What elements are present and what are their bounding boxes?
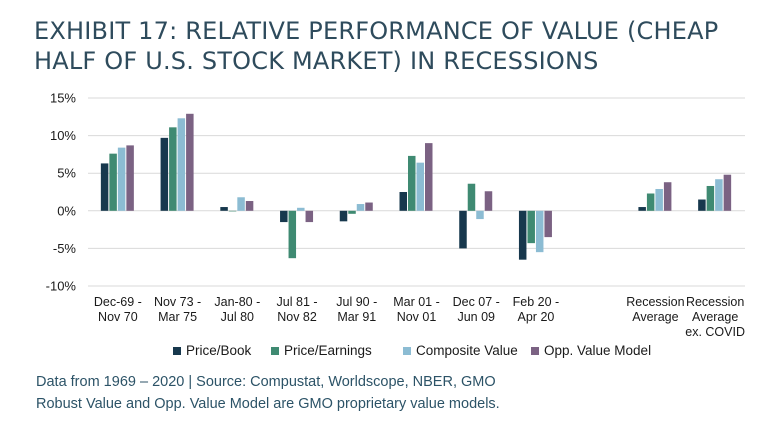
y-tick-label: 10%	[50, 128, 76, 143]
x-tick-label: Mar 75	[158, 310, 197, 324]
bar	[467, 183, 476, 211]
bar	[425, 143, 433, 211]
chart-title-line-1: EXHIBIT 17: RELATIVE PERFORMANCE OF VALU…	[34, 17, 719, 45]
x-tick-label: Mar 01 -	[393, 295, 440, 309]
legend-label: Price/Earnings	[284, 343, 372, 358]
bar	[100, 163, 109, 211]
x-tick-label: ex. COVID	[685, 325, 745, 339]
bar	[518, 210, 527, 260]
chart-footer: Data from 1969 – 2020 | Source: Compusta…	[36, 371, 500, 415]
bar	[416, 162, 424, 211]
bar	[220, 207, 228, 211]
x-tick-label: Mar 91	[337, 310, 376, 324]
bar	[117, 147, 126, 211]
x-tick-label: Average	[632, 310, 678, 324]
bar	[638, 207, 646, 211]
bar	[348, 210, 356, 214]
y-tick-label: 15%	[50, 91, 76, 106]
model-note: Robust Value and Opp. Value Model are GM…	[36, 396, 500, 412]
bar	[109, 153, 117, 211]
x-tick-label: Jul 90 -	[336, 295, 377, 309]
y-tick-label: 5%	[57, 166, 76, 181]
bar	[646, 193, 655, 211]
bar	[288, 210, 297, 259]
x-tick-label: Jun 09	[457, 310, 495, 324]
y-tick-label: 0%	[57, 203, 76, 218]
bar	[356, 204, 365, 211]
x-tick-label: Jul 81 -	[277, 295, 318, 309]
bar	[408, 155, 416, 211]
x-tick-label: Nov 73 -	[154, 295, 201, 309]
legend-swatch	[271, 346, 279, 355]
bar	[126, 145, 134, 211]
source-note: Data from 1969 – 2020 | Source: Compusta…	[36, 374, 496, 390]
bar	[715, 179, 723, 211]
x-tick-label: Recession	[686, 295, 744, 309]
bar	[297, 207, 305, 211]
legend-swatch	[173, 346, 181, 355]
bar	[237, 197, 245, 211]
bar	[706, 185, 715, 211]
bar	[723, 174, 732, 211]
x-tick-label: Feb 20 -	[513, 295, 560, 309]
x-tick-label: Dec-69 -	[94, 295, 142, 309]
legend-label: Composite Value	[416, 343, 518, 358]
x-tick-label: Average	[692, 310, 738, 324]
bar	[399, 192, 407, 211]
legend-swatch	[403, 346, 411, 355]
bar	[305, 210, 314, 223]
bar	[484, 191, 493, 211]
chart-legend: Price/Book Price/Earnings Composite Value O…	[0, 343, 776, 363]
bar	[186, 113, 194, 211]
legend-item: Opp. Value Model	[531, 343, 651, 358]
bar	[476, 210, 484, 220]
bar	[245, 201, 254, 211]
x-tick-label: Jan-80 -	[214, 295, 260, 309]
legend-item: Price/Book	[173, 343, 251, 358]
bar	[228, 210, 237, 212]
bar	[698, 199, 706, 211]
bar	[535, 210, 544, 253]
bar	[655, 188, 663, 211]
bar	[527, 210, 535, 244]
bar	[459, 210, 467, 249]
legend-item: Composite Value	[403, 343, 518, 358]
bar	[169, 127, 177, 211]
chart-title-line-2: HALF OF U.S. STOCK MARKET) IN RECESSIONS	[34, 47, 599, 75]
x-tick-label: Nov 70	[98, 310, 138, 324]
bar	[365, 202, 373, 211]
x-tick-label: Nov 01	[397, 310, 437, 324]
legend-label: Price/Book	[186, 343, 252, 358]
x-tick-label: Recession	[626, 295, 684, 309]
bar	[663, 182, 672, 211]
y-tick-label: -5%	[53, 241, 77, 256]
legend-label: Opp. Value Model	[544, 343, 652, 358]
legend-item: Price/Earnings	[271, 343, 372, 358]
bar	[544, 210, 552, 238]
bar	[160, 137, 169, 211]
x-tick-label: Jul 80	[221, 310, 254, 324]
chart-title: EXHIBIT 17: RELATIVE PERFORMANCE OF VALU…	[34, 16, 754, 76]
y-tick-label: -10%	[46, 279, 77, 294]
x-tick-label: Apr 20	[518, 310, 555, 324]
x-tick-label: Nov 82	[277, 310, 317, 324]
bar	[280, 210, 288, 223]
legend-swatch	[531, 346, 539, 355]
x-tick-label: Dec 07 -	[453, 295, 500, 309]
bar	[339, 210, 348, 222]
bar	[177, 118, 186, 211]
